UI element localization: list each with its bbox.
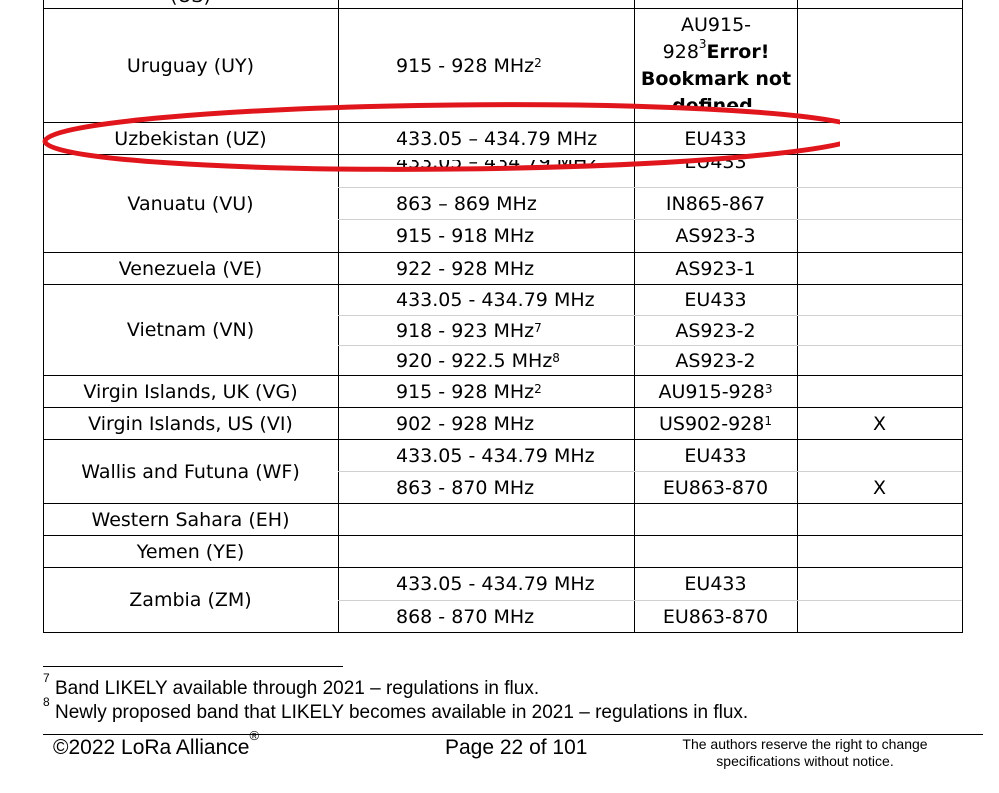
subrow-divider <box>338 471 962 472</box>
channel-plan-cell: AS923-2 <box>675 319 756 342</box>
frequency-cell: 433.05 – 434.79 MHz <box>396 160 598 173</box>
country-cell: Virgin Islands, UK (VG) <box>83 380 298 403</box>
row-divider <box>43 439 963 440</box>
frequency-cell: 915 - 918 MHz <box>396 225 535 247</box>
row-divider <box>43 407 963 408</box>
frequency-cell: 433.05 - 434.79 MHz <box>396 289 595 311</box>
channel-plan-cell: AS923-1 <box>675 257 756 280</box>
country-cell: Uzbekistan (UZ) <box>114 127 267 150</box>
footer-disclaimer: The authors reserve the right to change … <box>682 736 928 769</box>
country-cell: Vietnam (VN) <box>126 319 255 341</box>
channel-plan-cell: AU915-928 3 <box>658 380 773 403</box>
subrow-divider <box>338 345 962 346</box>
mark-cell: X <box>872 412 887 435</box>
country-cell: Virgin Islands, US (VI) <box>88 412 293 435</box>
frequency-cell: 922 - 928 MHz <box>396 257 535 280</box>
row-divider <box>43 8 963 9</box>
row-divider <box>43 252 963 253</box>
country-cell: Venezuela (VE) <box>118 257 263 280</box>
frequency-cell: 902 - 928 MHz <box>396 412 535 435</box>
country-cell: Uruguay (UY) <box>126 54 255 77</box>
footnote-7: 7 Band LIKELY available through 2021 – r… <box>43 670 540 699</box>
channel-plan-cell: AS923-3 <box>675 225 756 247</box>
frequency-cell: 863 – 869 MHz <box>396 192 537 215</box>
mark-cell: X <box>872 476 887 499</box>
subrow-divider <box>338 600 962 601</box>
row-divider <box>43 503 963 504</box>
frequency-cell: 433.05 - 434.79 MHz <box>396 444 595 467</box>
country-cell: Wallis and Futuna (WF) <box>81 460 300 483</box>
footer-copyright: ©2022 LoRa Alliance® <box>53 728 260 759</box>
table-border-left <box>43 0 44 633</box>
country-cell: Zambia (ZM) <box>129 589 252 611</box>
channel-plan-cell: EU433 <box>684 573 747 595</box>
channel-plan-cell: EU433 <box>684 444 747 467</box>
row-divider <box>43 375 963 376</box>
column-divider <box>634 0 635 633</box>
frequency-cell: 915 - 928 MHz 2 <box>396 380 542 403</box>
cut-off-text: (US) <box>43 0 338 8</box>
table-border-bottom <box>43 632 963 633</box>
frequency-cell: 863 - 870 MHz <box>396 476 535 499</box>
channel-plan-cell: EU433 <box>684 289 747 311</box>
channel-plan-cell: EU863-870 <box>662 476 769 499</box>
subrow-divider <box>338 219 962 220</box>
frequency-cell: 868 - 870 MHz <box>396 605 535 628</box>
frequency-cell: 920 - 922.5 MHz 8 <box>396 349 560 372</box>
channel-plan-cell: AU915- 9283Error! Bookmark not defined. <box>640 14 792 107</box>
row-divider <box>43 284 963 285</box>
frequency-cell: 915 - 928 MHz 2 <box>396 54 542 77</box>
row-divider <box>43 567 963 568</box>
channel-plan-cell: US902-928 1 <box>659 412 772 435</box>
country-cell: Yemen (YE) <box>136 540 245 563</box>
footnote-separator <box>43 666 343 667</box>
country-cell: Western Sahara (EH) <box>91 508 290 531</box>
frequency-cell: 918 - 923 MHz 7 <box>396 319 542 342</box>
channel-plan-cell: IN865-867 <box>665 192 766 215</box>
column-divider <box>338 0 339 633</box>
subrow-divider <box>338 315 962 316</box>
channel-plan-cell: AS923-2 <box>675 349 756 372</box>
frequency-cell: 433.05 - 434.79 MHz <box>396 573 595 595</box>
row-divider <box>43 535 963 536</box>
footer-separator <box>43 734 983 735</box>
footnote-8: 8 Newly proposed band that LIKELY become… <box>43 694 749 723</box>
channel-plan-cell: EU433 <box>684 127 747 150</box>
frequency-cell: 433.05 – 434.79 MHz <box>396 127 598 150</box>
channel-plan-cell: EU433 <box>684 160 747 173</box>
footer-page-number: Page 22 of 101 <box>445 736 588 759</box>
channel-plan-cell: EU863-870 <box>662 605 769 628</box>
subrow-divider <box>338 187 962 188</box>
column-divider <box>797 0 798 633</box>
table-border-right <box>962 0 963 633</box>
country-cell: Vanuatu (VU) <box>127 192 254 215</box>
